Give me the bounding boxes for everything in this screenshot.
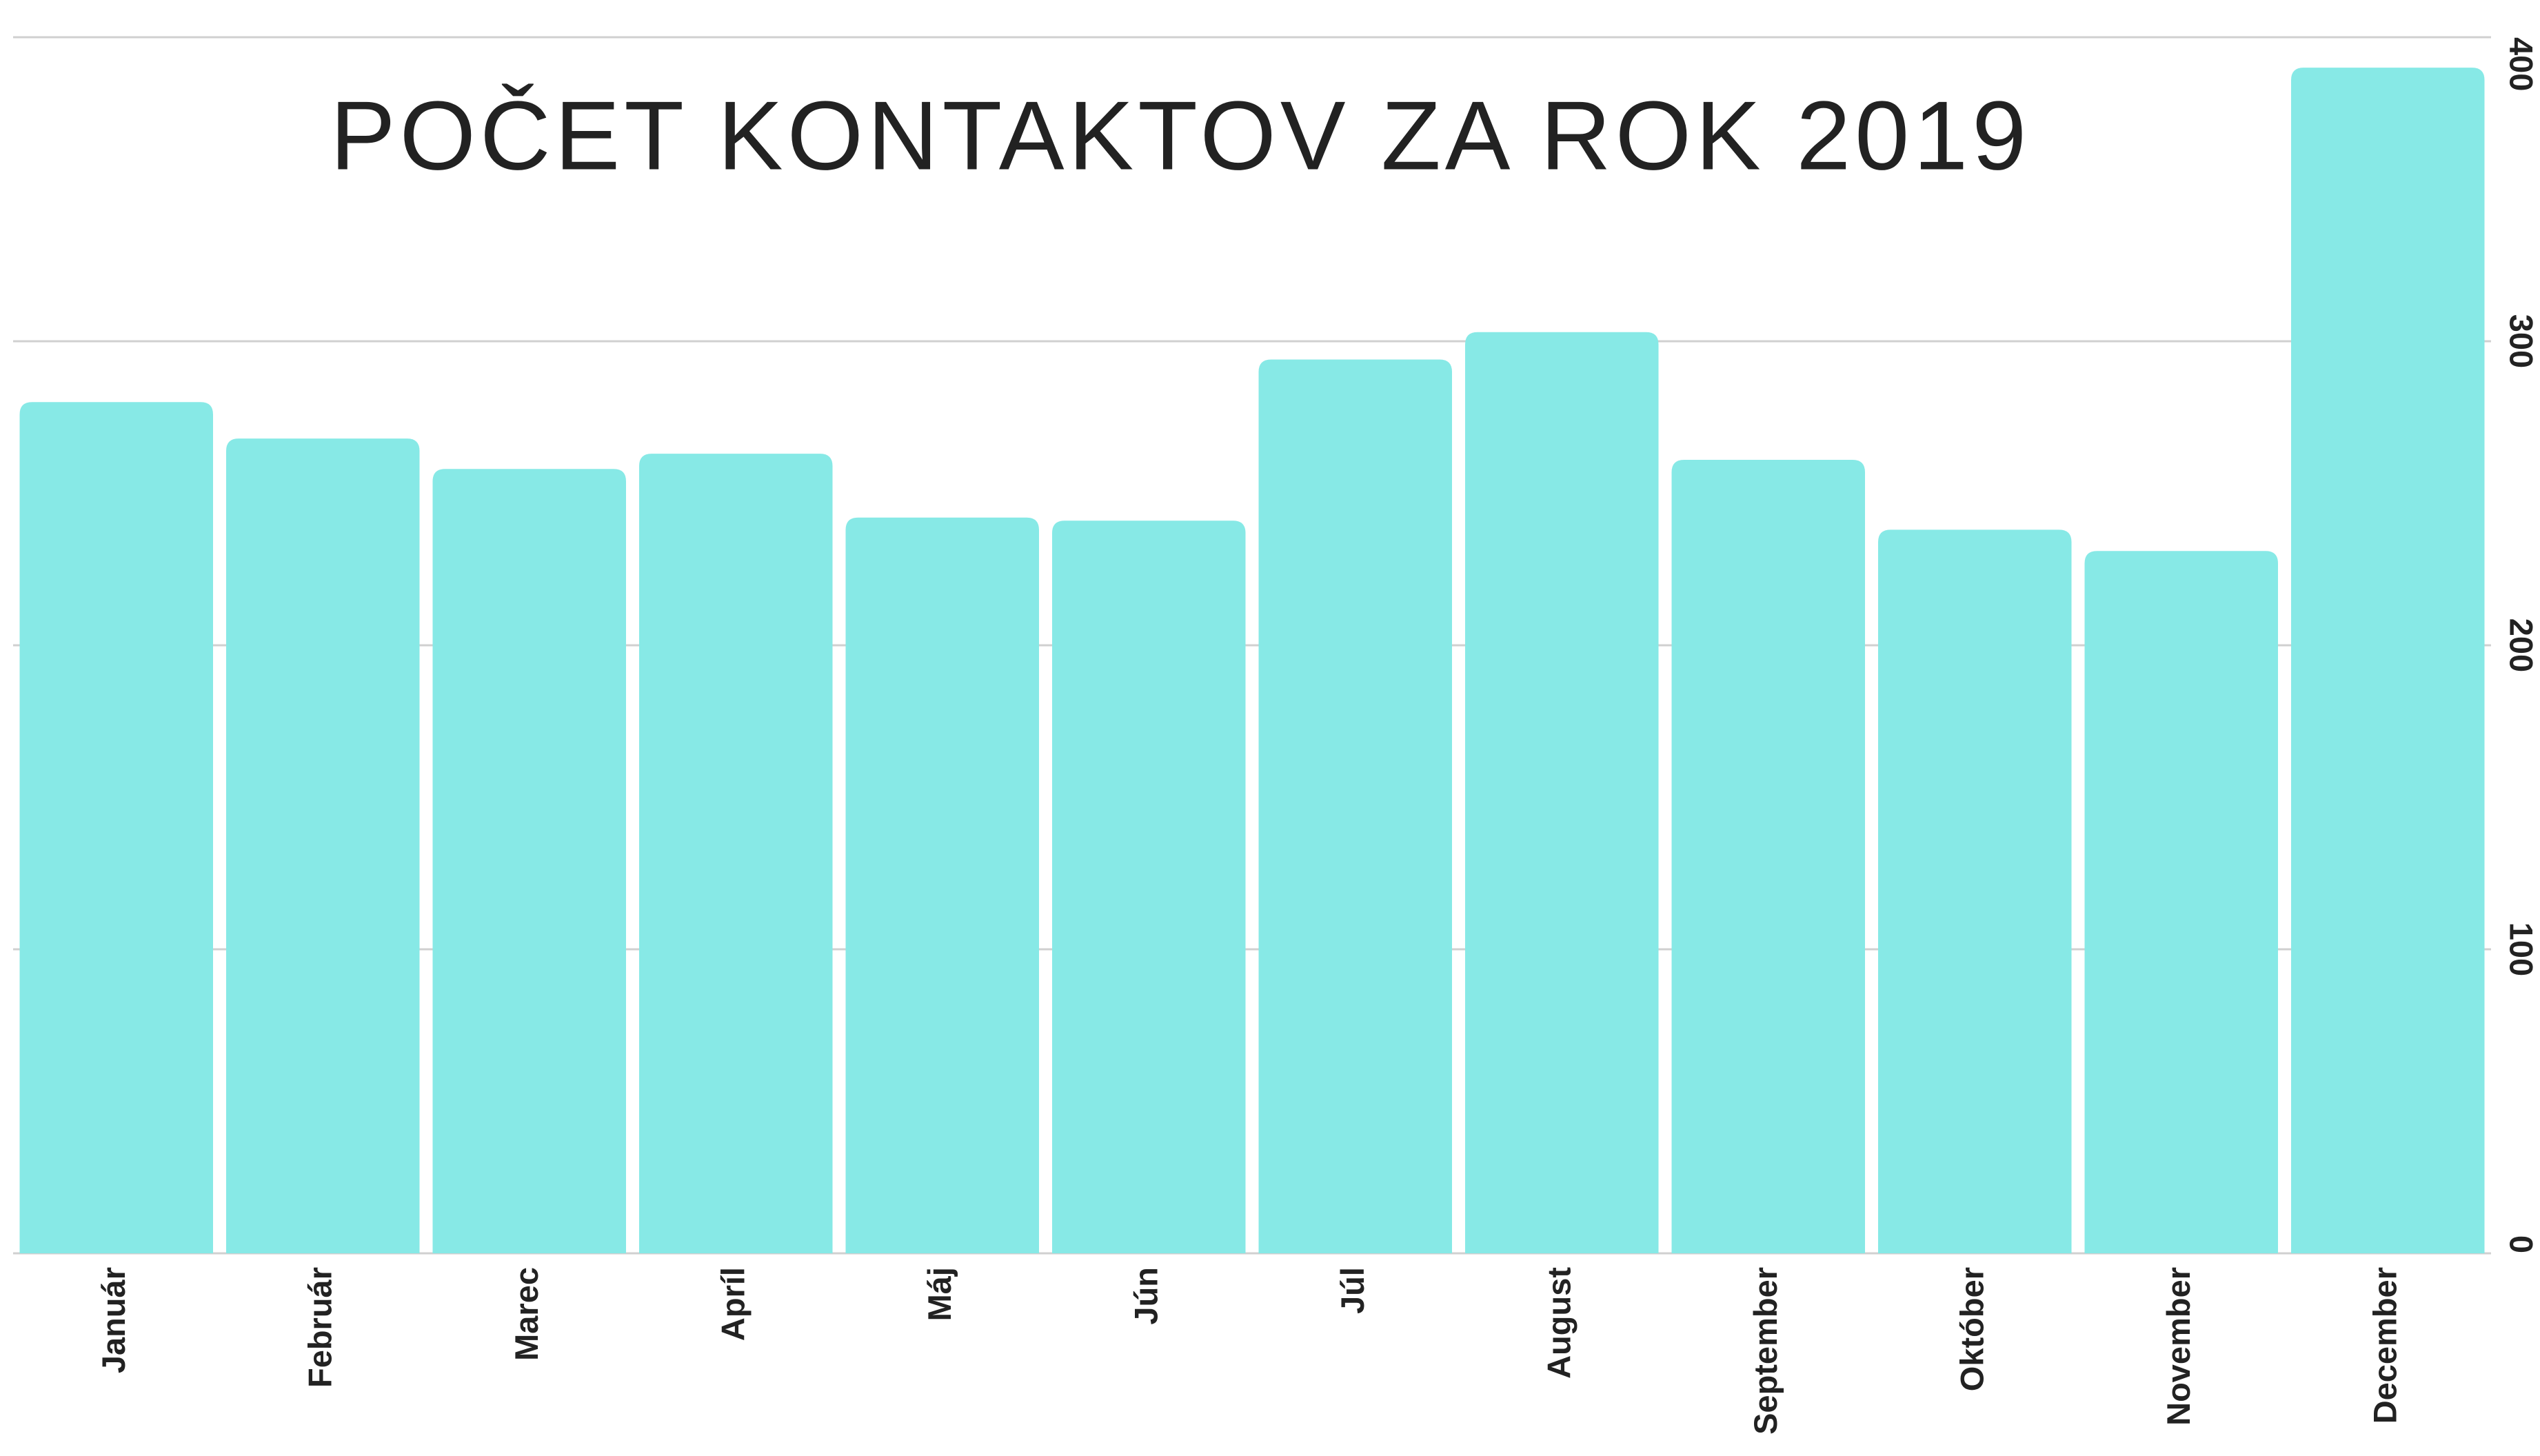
x-tick-label: Október xyxy=(1954,1267,1990,1391)
bar xyxy=(1878,529,2072,1254)
y-tick-label: 300 xyxy=(2503,314,2540,368)
bar xyxy=(639,454,833,1254)
chart-title: POČET KONTAKTOV ZA ROK 2019 xyxy=(330,81,2030,191)
bar xyxy=(1258,359,1452,1254)
x-tick-label: Máj xyxy=(921,1267,958,1321)
bar xyxy=(432,469,626,1253)
bar xyxy=(845,517,1039,1253)
x-tick-label: September xyxy=(1747,1267,1784,1435)
x-tick-label: Júl xyxy=(1334,1267,1371,1314)
y-tick-label: 100 xyxy=(2503,922,2540,976)
bar xyxy=(1052,520,1246,1254)
y-tick-label: 400 xyxy=(2503,37,2540,91)
bar xyxy=(1671,459,1865,1253)
y-tick-label: 0 xyxy=(2503,1235,2540,1253)
x-tick-label: Apríl xyxy=(715,1267,752,1341)
y-tick-label: 200 xyxy=(2503,618,2540,672)
bar xyxy=(2084,551,2278,1253)
bar xyxy=(2291,68,2485,1254)
x-tick-label: Január xyxy=(95,1267,132,1373)
x-tick-label: Marec xyxy=(508,1267,545,1361)
x-tick-label: November xyxy=(2160,1267,2197,1426)
x-tick-label: Február xyxy=(302,1267,339,1388)
x-tick-label: August xyxy=(1541,1267,1578,1379)
x-tick-label: Jún xyxy=(1128,1267,1165,1325)
x-tick-label: December xyxy=(2367,1267,2403,1424)
bar xyxy=(1465,332,1659,1253)
bar xyxy=(226,438,420,1253)
bar xyxy=(19,402,213,1254)
